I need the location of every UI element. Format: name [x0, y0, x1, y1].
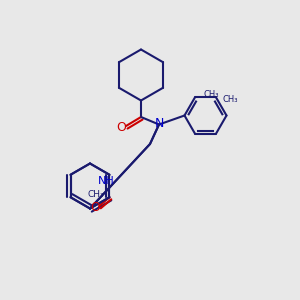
Text: NH: NH [98, 176, 114, 186]
Text: CH₃: CH₃ [203, 90, 219, 99]
Text: N: N [154, 117, 164, 130]
Text: O: O [90, 201, 100, 214]
Text: CH₃: CH₃ [88, 190, 104, 199]
Text: CH₃: CH₃ [223, 95, 238, 104]
Text: O: O [117, 121, 126, 134]
